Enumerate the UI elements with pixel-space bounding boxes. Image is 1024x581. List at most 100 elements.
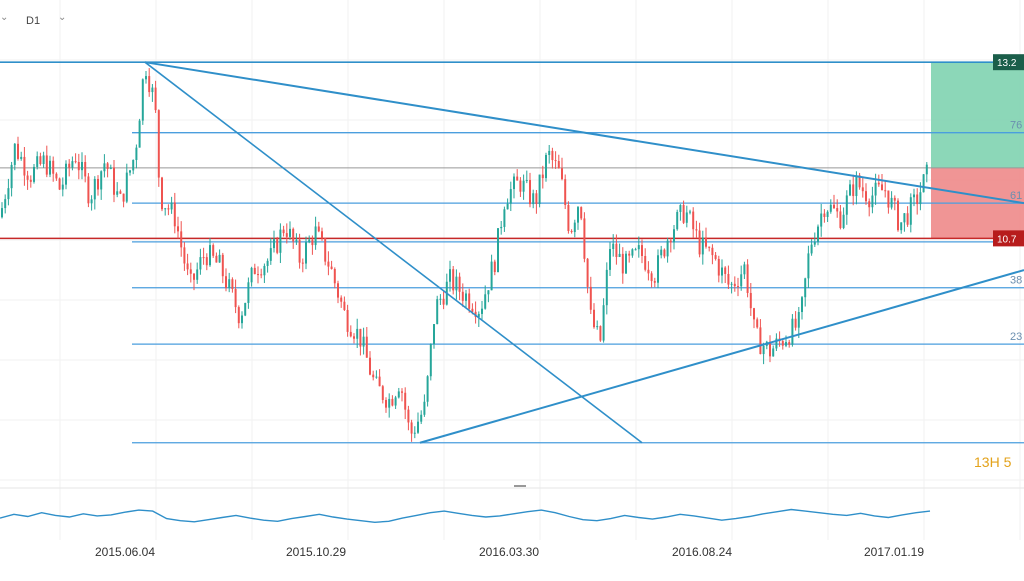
candle-body <box>81 161 83 171</box>
candle-body <box>602 305 605 341</box>
countdown-timer: 13H 5 <box>974 454 1012 470</box>
candle-body <box>324 238 327 262</box>
candle-body <box>605 269 608 306</box>
fib-labels: 76 61 38 23 <box>1010 120 1022 343</box>
candle-body <box>449 269 451 282</box>
candle-body <box>337 283 339 298</box>
candle-body <box>919 192 922 205</box>
candle-body <box>327 261 330 267</box>
candle-body <box>871 195 874 208</box>
candle-body <box>65 163 67 185</box>
candle-body <box>436 299 439 325</box>
candle-body <box>365 336 368 358</box>
candle-body <box>858 175 861 188</box>
candle-body <box>97 178 99 190</box>
candle-body <box>631 249 634 256</box>
candle-body <box>807 253 810 279</box>
candle-body <box>244 302 247 316</box>
timeframe-label[interactable]: D1 <box>26 15 41 27</box>
candle-body <box>109 167 112 169</box>
price-tag-resistance: 10.7 <box>997 234 1017 245</box>
candle-body <box>74 161 77 163</box>
candle-body <box>145 76 147 80</box>
panel-resize-handle <box>514 485 526 487</box>
chevron-down-icon[interactable]: ⌄ <box>58 12 67 23</box>
candle-body <box>877 182 880 185</box>
candle-body <box>113 167 115 195</box>
candle-body <box>279 229 282 253</box>
candle-body <box>455 276 458 291</box>
candle-body <box>753 308 755 320</box>
candle-body <box>378 376 381 387</box>
candle-body <box>193 273 195 280</box>
candle-body <box>17 143 19 159</box>
candle-body <box>874 182 877 196</box>
candle-body <box>122 193 125 202</box>
candle-body <box>397 391 400 398</box>
candle-body <box>452 269 455 291</box>
candle-body <box>538 174 541 205</box>
candle-body <box>621 253 624 274</box>
candle-body <box>903 213 906 223</box>
candle-body <box>743 264 746 275</box>
x-tick-label: 2016.08.24 <box>672 545 732 559</box>
chevron-down-icon[interactable]: ⌄ <box>0 12 9 23</box>
candle-body <box>295 239 298 242</box>
candle-body <box>561 168 563 180</box>
candle-body <box>234 289 237 308</box>
candle-body <box>308 239 311 243</box>
candle-body <box>541 174 544 179</box>
candle-body <box>641 245 643 257</box>
candle-body <box>890 197 893 208</box>
candle-body <box>391 398 394 406</box>
candle-body <box>573 222 576 233</box>
candle-body <box>241 315 243 324</box>
candle-body <box>87 176 90 204</box>
candle-body <box>269 248 272 261</box>
candle-body <box>173 202 176 227</box>
candle-body <box>749 292 752 309</box>
candle-body <box>497 228 499 273</box>
candle-body <box>29 179 32 182</box>
candle-body <box>724 267 727 274</box>
candle-body <box>551 150 554 161</box>
candle-body <box>733 283 736 287</box>
candle-body <box>103 163 106 172</box>
candle-body <box>225 276 227 288</box>
candle-body <box>61 184 64 190</box>
candle-body <box>580 207 583 219</box>
candle-body <box>218 254 221 263</box>
candle-body <box>634 249 637 251</box>
candle-body <box>199 257 202 270</box>
candle-body <box>516 176 519 181</box>
candle-body <box>682 205 685 223</box>
candle-body <box>762 345 765 355</box>
candle-body <box>554 160 557 162</box>
candle-body <box>468 293 471 309</box>
candle-body <box>721 267 723 276</box>
candle-body <box>148 76 151 93</box>
chart-toolbar: ⌄ D1 ⌄ <box>0 10 200 30</box>
candle-body <box>781 341 784 346</box>
candle-body <box>625 253 627 274</box>
trendlines <box>144 61 1024 444</box>
candle-body <box>356 328 359 339</box>
candle-body <box>39 156 42 165</box>
candle-body <box>849 184 851 196</box>
candle-body <box>404 392 407 410</box>
candle-body <box>637 245 640 250</box>
ascending-trendline <box>419 269 1024 444</box>
candle-body <box>532 193 535 205</box>
candle-body <box>730 283 733 285</box>
fib-label: 23 <box>1010 331 1022 343</box>
horizontal-levels <box>0 61 1024 444</box>
candle-body <box>55 173 58 179</box>
candle-body <box>215 255 218 263</box>
candle-body <box>282 229 285 234</box>
candle-body <box>129 170 131 173</box>
candle-body <box>893 197 896 201</box>
candle-body <box>442 298 445 305</box>
candle-body <box>186 263 189 270</box>
candle-body <box>433 324 435 344</box>
